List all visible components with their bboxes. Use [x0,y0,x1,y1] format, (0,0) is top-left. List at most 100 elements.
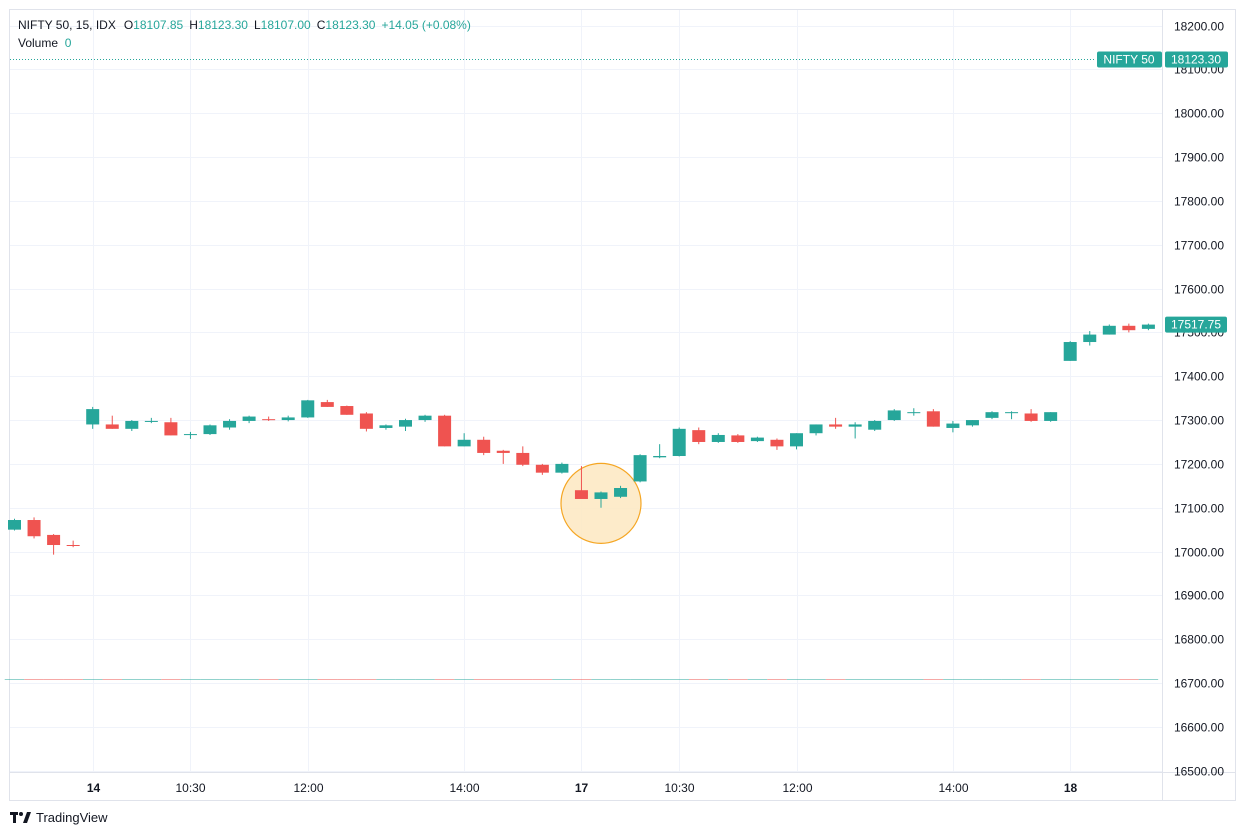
legend-high-value: 18123.30 [197,18,248,32]
candle-body [477,439,491,453]
candle-body [438,415,452,447]
grid [10,10,1236,801]
candle [144,417,158,424]
candle [1005,411,1019,420]
candle [711,433,725,443]
candle [379,424,393,430]
tradingview-logo[interactable]: TradingView [10,810,108,825]
legend-low-label: L [253,18,261,32]
candle-body [496,450,510,453]
candle [594,491,608,508]
candle-body [301,400,315,418]
legend-volume: Volume 0 [18,35,77,51]
candle-body [594,492,608,499]
legend-ohlc: NIFTY 50, 15, IDX O18107.85 H18123.30 L1810… [18,17,471,33]
candle [438,414,452,447]
candle [164,417,178,436]
y-tick-label: 17900.00 [1174,151,1224,165]
candle [86,406,100,429]
candle-body [535,464,549,473]
y-tick-label: 16500.00 [1174,765,1224,779]
x-tick-label: 14:00 [938,781,968,795]
volume-label[interactable]: Volume [18,36,59,50]
candle-body [1005,412,1019,414]
candle [633,454,647,483]
candle-body [223,420,237,428]
candle [399,418,412,432]
candle [496,449,510,464]
candle [516,446,530,467]
candle [457,433,471,447]
candle-body [770,439,784,447]
candle [66,540,80,548]
candle-body [1141,324,1155,329]
candle-body [359,413,373,429]
candle-body [125,420,139,429]
candle [242,415,256,424]
x-tick-label: 10:30 [175,781,205,795]
legend-symbol[interactable]: NIFTY 50, 15, IDX [18,18,116,32]
candle-body [1102,325,1116,335]
candles [8,323,1155,555]
y-tick-label: 17000.00 [1174,546,1224,560]
time-axis[interactable]: 14 10:30 12:00 14:00 17 10:30 12:00 14:00 18 [87,781,1078,795]
volume-value: 0 [64,36,72,50]
candle-body [1083,334,1097,343]
candle-body [516,452,530,465]
x-tick-label: 14:00 [449,781,479,795]
candle [809,424,823,436]
candle-body [8,520,21,530]
legend-close-label: C [316,18,326,32]
symbol-price-label: 18123.30 [1171,53,1221,67]
candle-body [418,415,432,421]
candle-body [946,423,960,428]
x-tick-label: 18 [1064,781,1078,795]
x-tick-label: 17 [575,781,589,795]
candle-body [848,424,862,427]
tradingview-logo-icon [10,811,31,823]
y-tick-label: 17700.00 [1174,239,1224,253]
y-tick-label: 17400.00 [1174,370,1224,384]
legend-open-value: 18107.85 [133,18,184,32]
candle-body [66,545,80,547]
candle-body [809,424,823,434]
last-price-label-bg [1165,316,1227,333]
candle-body [183,434,197,436]
candle [907,408,921,416]
y-tick-label: 18000.00 [1174,107,1224,121]
candle [1044,412,1058,422]
candle [359,412,373,432]
candle [614,485,628,499]
symbol-price-label-bg [1165,51,1228,68]
candle [731,434,745,443]
chart-frame [9,9,1236,801]
candle [653,444,667,459]
y-tick-label: 16600.00 [1174,721,1224,735]
legend-low-value: 18107.00 [260,18,311,32]
legend-high-label: H [189,18,198,32]
price-axis[interactable]: 18200.0018100.0018000.0017900.0017800.00… [1174,20,1224,779]
candle [985,411,999,420]
candle [47,534,61,555]
y-tick-label: 16700.00 [1174,677,1224,691]
candle-body [672,428,686,457]
price-labels: 17517.75 NIFTY 50 18123.30 [10,51,1228,333]
candle-body [1024,413,1038,421]
candle-body [1044,412,1058,421]
y-tick-label: 17100.00 [1174,502,1224,516]
candle [8,518,21,531]
y-tick-label: 17300.00 [1174,414,1224,428]
candle-body [907,412,921,414]
candle [574,466,588,499]
candle [535,463,549,475]
candle-body [633,455,647,482]
symbol-name-label-bg [1097,51,1162,68]
candle-body [242,416,256,421]
candle [848,422,862,439]
candle [790,433,803,450]
candle-body [868,420,882,430]
candle-body [985,412,999,418]
candle [770,438,784,450]
candle-body [203,425,217,435]
